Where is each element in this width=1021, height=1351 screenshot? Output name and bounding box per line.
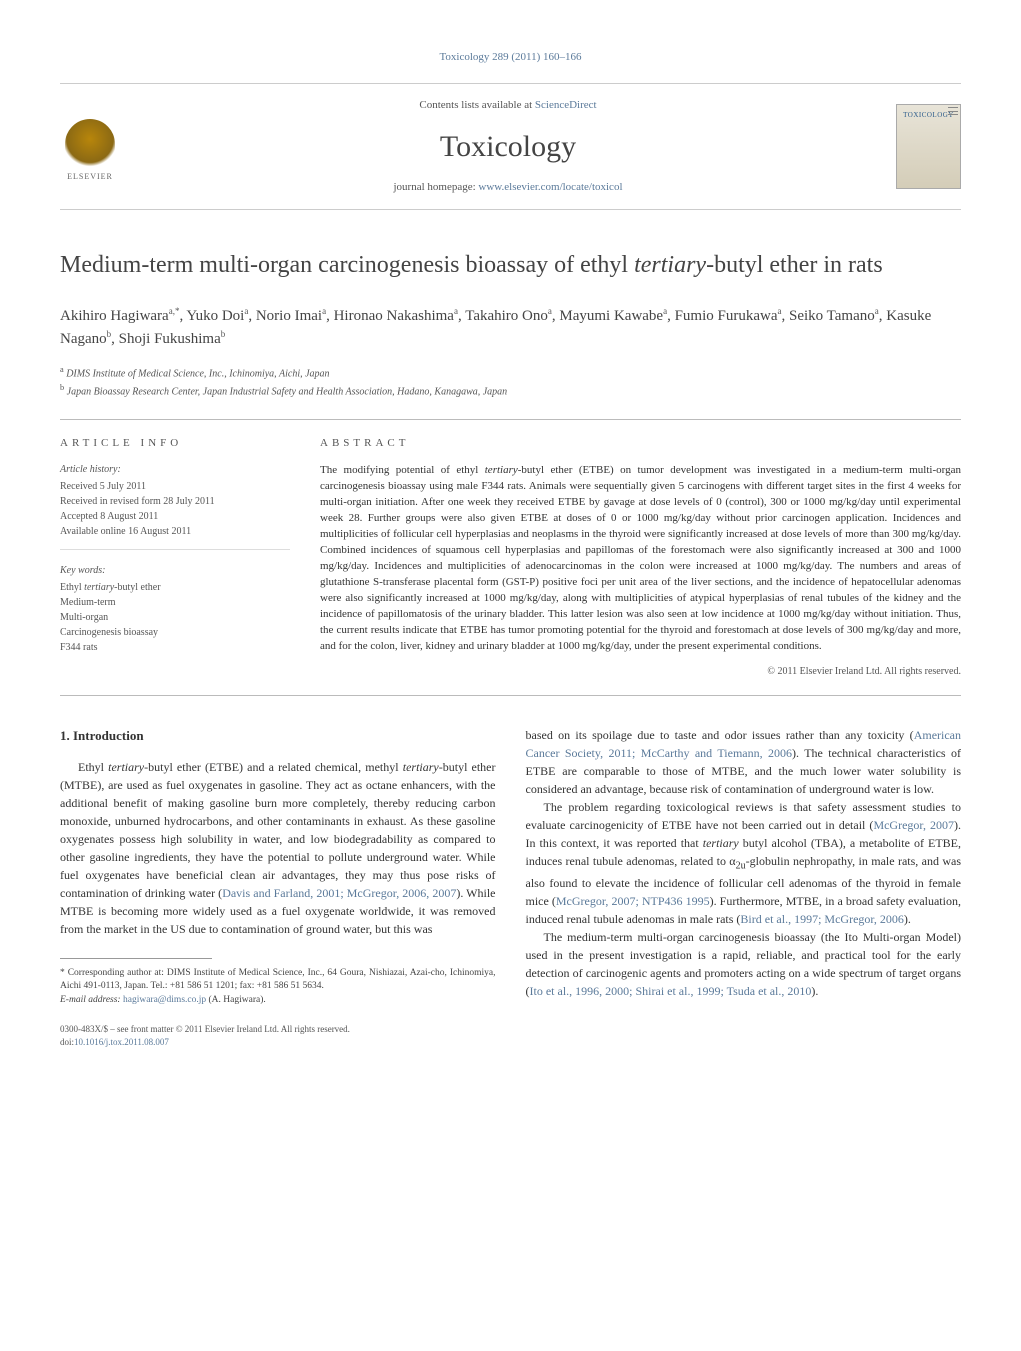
doi-label: doi: [60, 1037, 74, 1047]
abstract-heading: ABSTRACT [320, 436, 961, 451]
intro-para-2: based on its spoilage due to taste and o… [526, 726, 962, 798]
journal-name: Toxicology [120, 126, 896, 168]
body-columns: 1. Introduction Ethyl tertiary-butyl eth… [60, 726, 961, 1049]
affiliation-a-text: DIMS Institute of Medical Science, Inc.,… [66, 369, 329, 380]
history-online: Available online 16 August 2011 [60, 524, 290, 539]
title-italic: tertiary [634, 252, 706, 278]
article-info: ARTICLE INFO Article history: Received 5… [60, 436, 290, 679]
elsevier-text: ELSEVIER [67, 171, 113, 182]
title-post: -butyl ether in rats [706, 252, 883, 278]
body-col-left: 1. Introduction Ethyl tertiary-butyl eth… [60, 726, 496, 1049]
menu-icon [948, 107, 958, 115]
abstract-text: The modifying potential of ethyl tertiar… [320, 463, 961, 654]
abstract-copyright: © 2011 Elsevier Ireland Ltd. All rights … [320, 665, 961, 679]
intro-para-1: Ethyl tertiary-butyl ether (ETBE) and a … [60, 758, 496, 938]
elsevier-tree-icon [65, 119, 115, 169]
keyword-3: Carcinogenesis bioassay [60, 625, 290, 640]
sciencedirect-link[interactable]: ScienceDirect [535, 99, 597, 111]
footer-doi: doi:10.1016/j.tox.2011.08.007 [60, 1036, 496, 1050]
intro-para-4: The medium-term multi-organ carcinogenes… [526, 928, 962, 1000]
title-pre: Medium-term multi-organ carcinogenesis b… [60, 252, 634, 278]
info-abstract-row: ARTICLE INFO Article history: Received 5… [60, 419, 961, 696]
email-link[interactable]: hagiwara@dims.co.jp [123, 995, 206, 1005]
article-history-block: Article history: Received 5 July 2011 Re… [60, 463, 290, 550]
abstract-column: ABSTRACT The modifying potential of ethy… [320, 436, 961, 679]
homepage-link[interactable]: www.elsevier.com/locate/toxicol [478, 181, 622, 193]
intro-para-3: The problem regarding toxicological revi… [526, 798, 962, 927]
journal-cover: TOXICOLOGY [896, 104, 961, 189]
authors: Akihiro Hagiwaraa,*, Yuko Doia, Norio Im… [60, 305, 961, 350]
journal-reference: Toxicology 289 (2011) 160–166 [60, 50, 961, 65]
keywords-block: Key words: Ethyl tertiary-butyl ether Me… [60, 564, 290, 665]
keyword-1: Medium-term [60, 595, 290, 610]
contents-prefix: Contents lists available at [419, 99, 534, 111]
article-info-heading: ARTICLE INFO [60, 436, 290, 451]
email-label: E-mail address: [60, 995, 121, 1005]
body-col-right: based on its spoilage due to taste and o… [526, 726, 962, 1049]
cover-title: TOXICOLOGY [903, 111, 954, 121]
homepage-line: journal homepage: www.elsevier.com/locat… [120, 180, 896, 195]
elsevier-logo: ELSEVIER [60, 112, 120, 182]
keywords-label: Key words: [60, 564, 290, 578]
header-center: Contents lists available at ScienceDirec… [120, 98, 896, 195]
history-revised: Received in revised form 28 July 2011 [60, 494, 290, 509]
history-received: Received 5 July 2011 [60, 479, 290, 494]
section-heading-intro: 1. Introduction [60, 726, 496, 746]
header-box: ELSEVIER Contents lists available at Sci… [60, 83, 961, 210]
doi-link[interactable]: 10.1016/j.tox.2011.08.007 [74, 1037, 169, 1047]
keyword-2: Multi-organ [60, 610, 290, 625]
history-label: Article history: [60, 463, 290, 477]
email-footnote: E-mail address: hagiwara@dims.co.jp (A. … [60, 994, 496, 1007]
email-author: (A. Hagiwara). [209, 995, 266, 1005]
history-accepted: Accepted 8 August 2011 [60, 509, 290, 524]
contents-line: Contents lists available at ScienceDirec… [120, 98, 896, 113]
footer-copyright: 0300-483X/$ – see front matter © 2011 El… [60, 1023, 496, 1037]
article-title: Medium-term multi-organ carcinogenesis b… [60, 250, 961, 281]
affiliation-a: a DIMS Institute of Medical Science, Inc… [60, 364, 961, 381]
homepage-prefix: journal homepage: [394, 181, 479, 193]
affiliations: a DIMS Institute of Medical Science, Inc… [60, 364, 961, 399]
keyword-4: F344 rats [60, 640, 290, 655]
corresponding-author-footnote: * Corresponding author at: DIMS Institut… [60, 967, 496, 994]
footer-meta: 0300-483X/$ – see front matter © 2011 El… [60, 1023, 496, 1050]
keyword-0: Ethyl tertiary-butyl ether [60, 580, 290, 595]
affiliation-b: b Japan Bioassay Research Center, Japan … [60, 382, 961, 399]
affiliation-b-text: Japan Bioassay Research Center, Japan In… [67, 386, 508, 397]
footnote-separator [60, 958, 212, 959]
